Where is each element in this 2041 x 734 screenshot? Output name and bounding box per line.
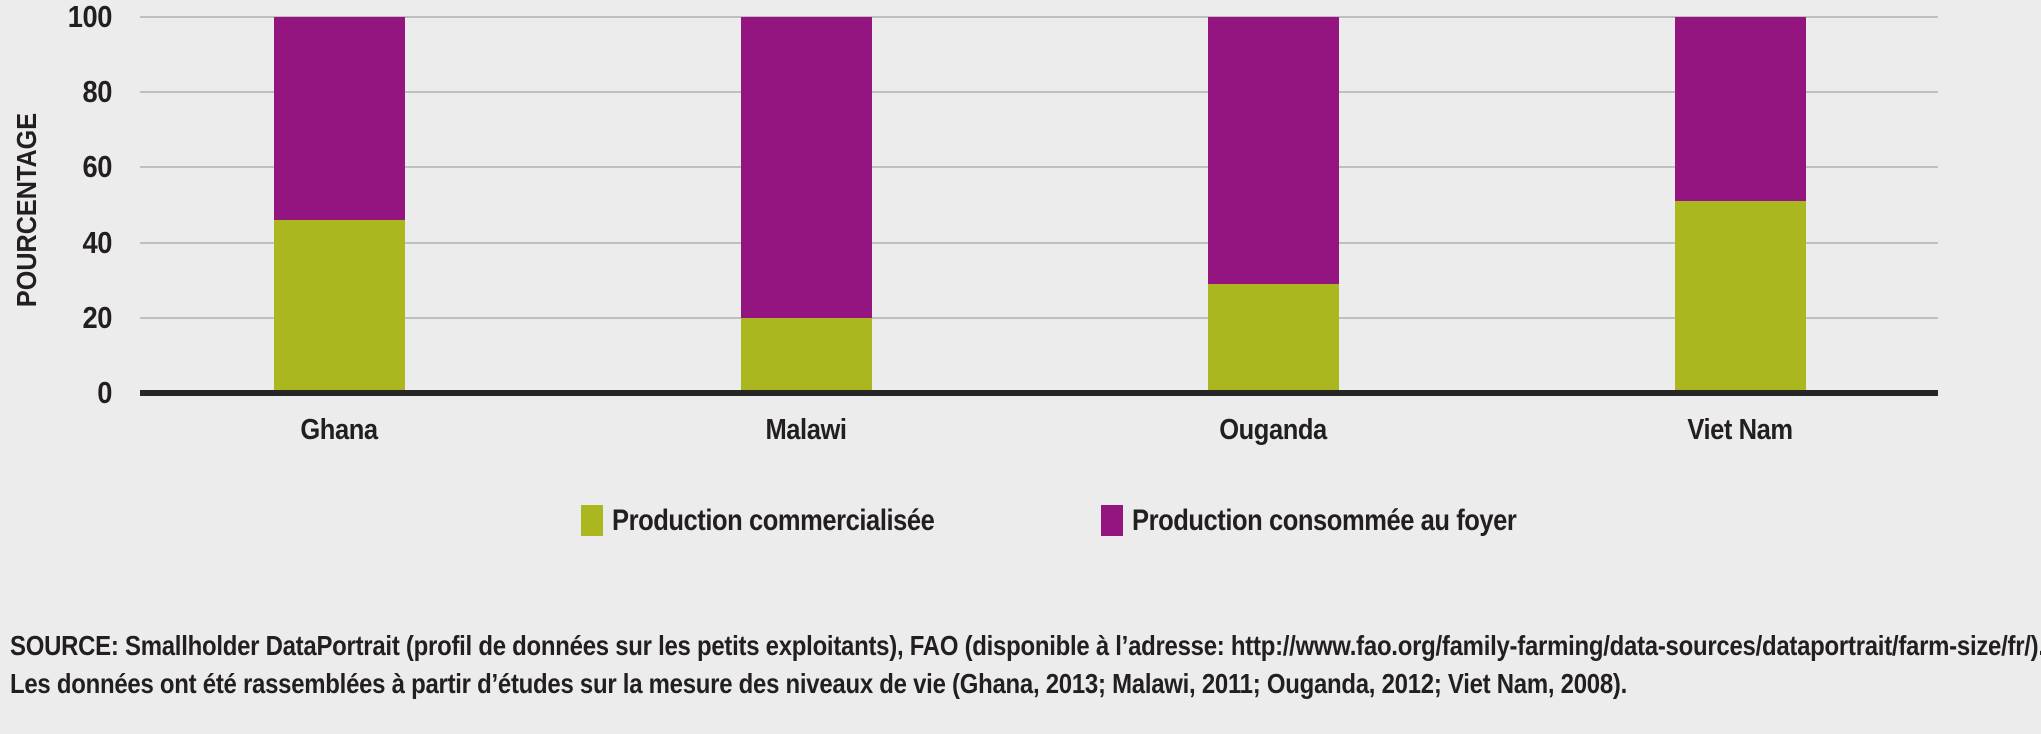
gridline-100	[140, 16, 1938, 18]
gridline-40	[140, 241, 1938, 244]
gridline-60	[140, 166, 1938, 169]
y-tick-label-60: 60	[82, 149, 113, 185]
x-axis-line	[140, 390, 1938, 396]
y-tick-label-80: 80	[82, 74, 113, 110]
source-line-1: SOURCE: Smallholder DataPortrait (profil…	[10, 630, 2041, 661]
bar-ghana-commercialisee	[273, 220, 405, 393]
bar-viet-nam-commercialisee	[1674, 201, 1806, 393]
x-axis-label-malawi: Malawi	[765, 414, 847, 446]
bar-malawi-commercialisee	[740, 317, 872, 393]
gridline-80	[140, 91, 1938, 94]
plot-area: 0 20 40 60 80 100 Ghana Malawi Ouganda Viet Nam	[68, 0, 1938, 446]
y-tick-label-40: 40	[82, 224, 113, 260]
bar-ouganda-consommee	[1207, 17, 1339, 284]
y-axis-title: POURCENTAGE	[11, 112, 42, 308]
legend-label-consommee: Production consommée au foyer	[1132, 504, 1517, 537]
bar-malawi-consommee	[740, 17, 872, 318]
x-axis-label-ghana: Ghana	[300, 414, 378, 446]
source-line-2: Les données ont été rassemblées à partir…	[10, 668, 1628, 699]
bar-ouganda-commercialisee	[1207, 283, 1339, 393]
x-axis-label-ouganda: Ouganda	[1219, 414, 1327, 446]
y-tick-label-20: 20	[82, 299, 113, 335]
legend-label-commercialisee: Production commercialisée	[612, 504, 935, 537]
gridline-20	[140, 316, 1938, 319]
source-note: SOURCE: Smallholder DataPortrait (profil…	[10, 627, 2041, 703]
bar-viet-nam-consommee	[1674, 17, 1806, 202]
y-tick-label-100: 100	[67, 0, 113, 34]
bar-ghana-consommee	[273, 17, 405, 221]
legend-swatch-green	[581, 505, 603, 536]
y-tick-label-0: 0	[97, 375, 112, 410]
legend-swatch-purple	[1101, 505, 1123, 536]
x-axis-label-viet-nam: Viet Nam	[1687, 414, 1793, 446]
